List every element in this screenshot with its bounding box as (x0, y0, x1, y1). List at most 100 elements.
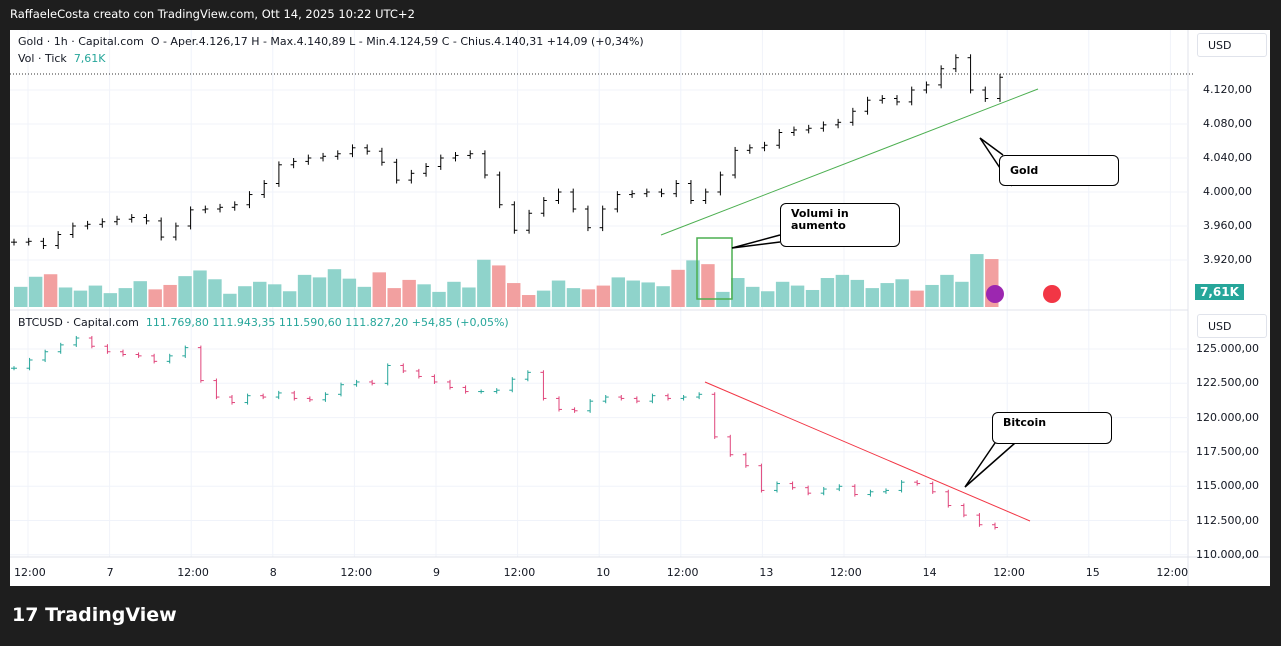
volume-bar (701, 264, 715, 307)
btc-price-tick: 117.500,00 (1196, 444, 1259, 458)
volume-bar (148, 289, 162, 307)
x-tick-label: 12:00 (14, 566, 46, 579)
volume-bar (133, 281, 147, 307)
x-tick-label: 12:00 (177, 566, 209, 579)
x-tick-label: 8 (269, 566, 277, 579)
volume-bar (312, 277, 327, 307)
volume-bar (417, 284, 431, 307)
volume-bar (43, 274, 58, 307)
volume-bar (596, 285, 611, 307)
gold-price-tick: 3.960,00 (1203, 219, 1252, 232)
x-tick-label: 12:00 (1156, 566, 1189, 579)
volume-bar (731, 278, 745, 307)
gold-price-tick: 4.120,00 (1203, 83, 1252, 96)
volume-bar (910, 290, 924, 307)
gold-price-tick: 4.080,00 (1203, 117, 1252, 130)
gold-callout: Gold (999, 155, 1119, 186)
volume-bar (163, 284, 177, 307)
gold-trend-line (660, 88, 1039, 236)
lightning-icon (986, 285, 1004, 303)
volume-bar (865, 288, 879, 307)
volume-bar (671, 269, 685, 307)
volume-bar (925, 284, 939, 307)
chart-frame[interactable]: Gold · 1h · Capital.com O - Aper.4.126,1… (10, 30, 1270, 586)
volume-bar (267, 284, 282, 307)
volume-bar (178, 276, 192, 307)
volume-bar (641, 282, 655, 307)
chart-canvas[interactable] (10, 30, 1270, 586)
volume-bar (581, 289, 596, 307)
volume-bar (775, 281, 790, 307)
x-tick-label: 12:00 (503, 566, 536, 579)
volume-bar (327, 269, 342, 307)
volume-bar (521, 295, 536, 307)
volume-bar (88, 285, 103, 307)
volume-bar (402, 279, 416, 307)
volume-bar (507, 283, 521, 307)
btc-legend: BTCUSD · Capital.com 111.769,80 111.943,… (18, 316, 509, 329)
volume-bar (940, 274, 954, 307)
btc-callout-pointer (964, 442, 1016, 488)
volume-bar (835, 274, 850, 307)
volume-bar (208, 279, 222, 307)
x-tick-label: 10 (596, 566, 611, 579)
btc-price-tick: 122.500,00 (1196, 376, 1259, 390)
btc-symbol: BTCUSD · Capital.com (18, 316, 139, 329)
volume-bar (447, 281, 461, 307)
volume-bar (193, 270, 207, 307)
volume-bar (477, 259, 491, 307)
x-tick-label: 12:00 (340, 566, 373, 579)
gold-price-tick: 4.040,00 (1203, 151, 1252, 164)
volume-bar (357, 286, 372, 307)
gold-price-tick: 3.920,00 (1203, 253, 1252, 266)
gold-symbol: Gold · 1h · Capital.com (18, 35, 144, 48)
volume-bar (850, 279, 865, 307)
x-tick-label: 9 (433, 566, 440, 579)
volume-bar (970, 254, 984, 307)
tradingview-logo-icon: 17 (12, 604, 46, 626)
us-flag-event-icon (1043, 285, 1061, 303)
x-tick-label: 12:00 (993, 566, 1025, 579)
x-tick-label: 13 (759, 566, 774, 579)
volume-bar (880, 283, 894, 307)
x-tick-label: 12:00 (830, 566, 862, 579)
btc-currency-button[interactable]: USD (1197, 314, 1267, 338)
btc-price-tick: 120.000,00 (1196, 410, 1259, 424)
volume-bar (118, 288, 133, 307)
gold-price-tick: 4.000,00 (1203, 185, 1252, 198)
volume-bar (611, 277, 626, 307)
x-tick-label: 12:00 (666, 566, 699, 579)
gold-legend: Gold · 1h · Capital.com O - Aper.4.126,1… (18, 35, 644, 48)
volume-value: 7,61K (73, 52, 106, 65)
volume-bar (462, 287, 476, 307)
volume-bar (746, 286, 760, 307)
volume-bar (760, 291, 775, 307)
volume-bar (790, 285, 805, 307)
btc-price-tick: 112.500,00 (1196, 513, 1259, 527)
volume-legend: Vol · Tick 7,61K (18, 52, 106, 65)
btc-price-tick: 115.000,00 (1196, 479, 1259, 493)
volume-badge: 7,61K (1195, 284, 1244, 300)
volume-label: Vol · Tick (18, 52, 67, 65)
tradingview-logo[interactable]: 17 TradingView (12, 604, 177, 626)
volume-bar (28, 276, 43, 307)
volume-bar (536, 290, 551, 307)
gold-ohlc: O - Aper.4.126,17 H - Max.4.140,89 L - M… (150, 35, 644, 48)
volume-bar (103, 293, 118, 307)
btc-callout: Bitcoin (992, 412, 1112, 444)
x-tick-label: 15 (1085, 566, 1100, 579)
gold-currency-button[interactable]: USD (1197, 33, 1267, 57)
volume-bar (73, 290, 88, 307)
btc-price-tick: 125.000,00 (1196, 342, 1259, 355)
volume-bar (626, 280, 640, 307)
volume-bar (566, 288, 581, 307)
x-tick-label: 14 (922, 566, 937, 579)
volume-bar (820, 278, 835, 307)
btc-values: 111.769,80 111.943,35 111.590,60 111.827… (145, 316, 509, 329)
volume-bar (282, 291, 297, 307)
volume-bar (492, 265, 506, 307)
volume-bar (372, 272, 386, 307)
volume-highlight-box (696, 237, 733, 300)
volume-bar (297, 274, 312, 307)
volume-bar (342, 278, 357, 307)
